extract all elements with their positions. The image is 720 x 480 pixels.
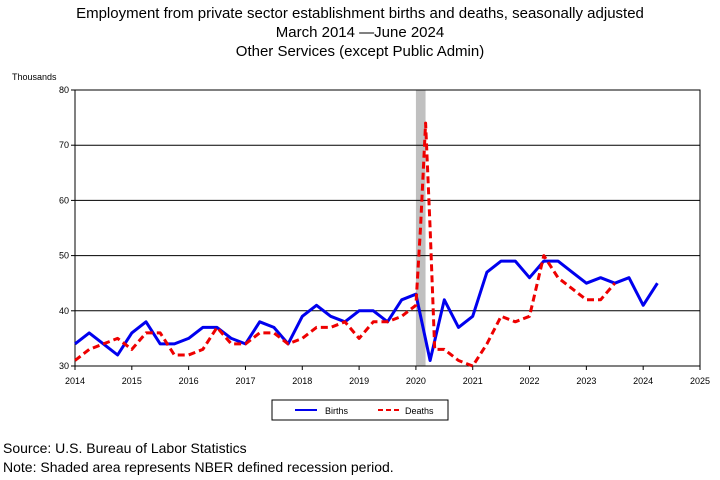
y-tick-label: 30 xyxy=(59,361,69,371)
x-tick-label: 2015 xyxy=(122,376,142,386)
y-tick-label: 60 xyxy=(59,195,69,205)
x-tick-label: 2022 xyxy=(520,376,540,386)
x-tick-label: 2024 xyxy=(633,376,653,386)
legend: Births Deaths xyxy=(271,399,449,421)
plot-frame xyxy=(74,89,701,367)
x-tick-label: 2023 xyxy=(576,376,596,386)
y-axis-label: Thousands xyxy=(12,72,57,82)
y-tick-label: 70 xyxy=(59,140,69,150)
x-tick-label: 2017 xyxy=(235,376,255,386)
legend-label-deaths: Deaths xyxy=(405,406,434,416)
x-tick-label: 2025 xyxy=(690,376,710,386)
y-tick-label: 40 xyxy=(59,306,69,316)
chart-title: Employment from private sector establish… xyxy=(76,5,644,22)
x-tick-label: 2014 xyxy=(65,376,85,386)
grid-layer xyxy=(75,144,700,312)
x-tick-label: 2020 xyxy=(406,376,426,386)
y-tick-label: 50 xyxy=(59,251,69,261)
series-layer xyxy=(74,121,659,368)
series-line-deaths xyxy=(74,121,616,368)
axis-layer: 30 40 50 60 70 80 2014 2015 2016 2017 2018 2019 2020… xyxy=(59,85,710,386)
recession-note: Note: Shaded area represents NBER define… xyxy=(3,459,394,475)
x-tick-label: 2018 xyxy=(292,376,312,386)
chart-subtitle: March 2014 —June 2024 xyxy=(275,24,445,41)
line-chart: 30 40 50 60 70 80 2014 2015 2016 2017 2018 2019 2020… xyxy=(59,85,710,421)
source-note: Source: U.S. Bureau of Labor Statistics xyxy=(3,440,247,456)
x-tick-label: 2021 xyxy=(463,376,483,386)
legend-label-births: Births xyxy=(325,406,349,416)
y-tick-label: 80 xyxy=(59,85,69,95)
series-line-births xyxy=(74,259,659,362)
chart-subtitle-industry: Other Services (except Public Admin) xyxy=(235,43,485,60)
x-tick-label: 2016 xyxy=(179,376,199,386)
legend-box xyxy=(271,399,449,421)
x-tick-label: 2019 xyxy=(349,376,369,386)
